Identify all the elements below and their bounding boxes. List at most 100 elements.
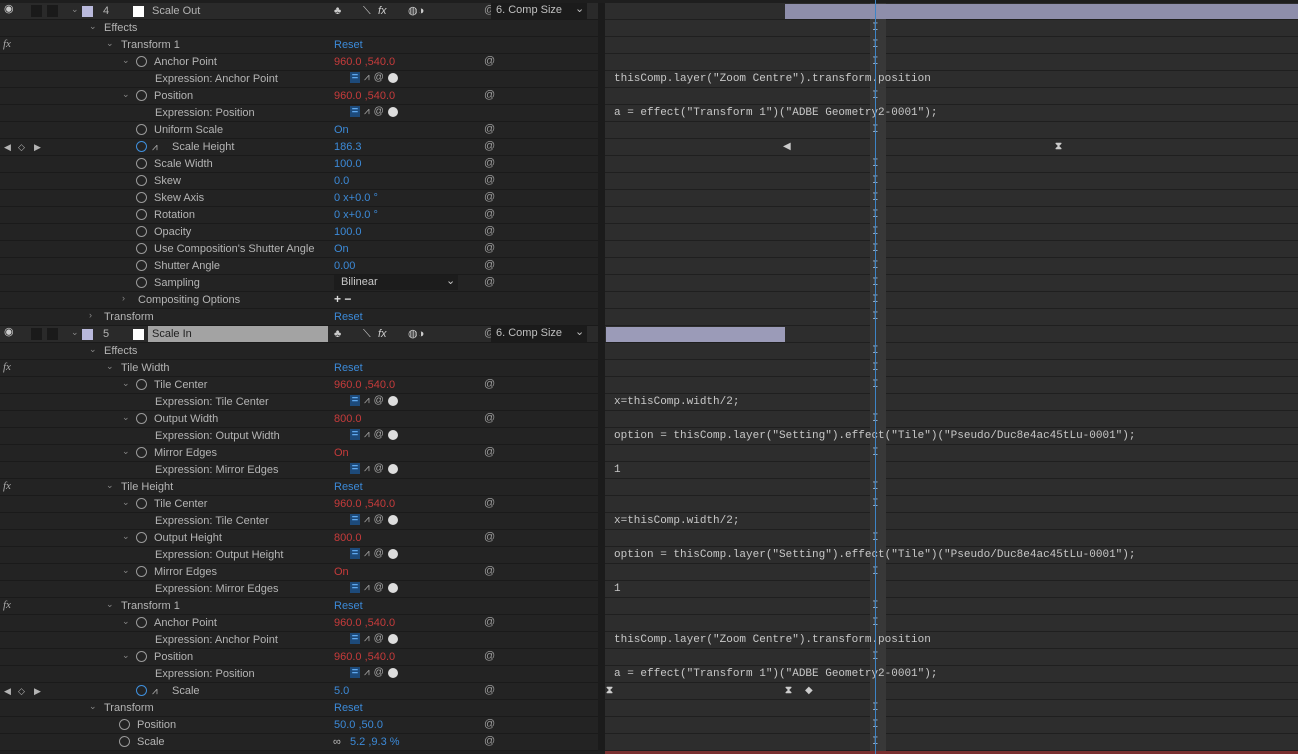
quality-icon[interactable]: ⟍ xyxy=(363,328,371,340)
keyframe-marker[interactable]: ◀ xyxy=(783,141,791,152)
expression-language-menu-icon[interactable] xyxy=(387,667,398,678)
expression-enable-icon[interactable]: = xyxy=(350,581,360,593)
eye-icon[interactable]: ◉ xyxy=(4,326,14,338)
pickwhip-icon[interactable]: @ xyxy=(373,429,384,440)
expression-text[interactable]: a = effect("Transform 1")("ADBE Geometry… xyxy=(614,668,938,680)
chevron-down-icon[interactable]: ⌄ xyxy=(122,446,130,456)
chevron-down-icon[interactable]: ⌄ xyxy=(122,650,130,660)
expression-text[interactable]: option = thisComp.layer("Setting").effec… xyxy=(614,549,1136,561)
expression-enable-icon[interactable]: = xyxy=(350,462,360,474)
expression-text[interactable]: 1 xyxy=(614,583,621,595)
graph-icon[interactable]: ⩘ xyxy=(364,514,370,525)
keyframe-marker[interactable]: ⧗ xyxy=(1055,141,1063,152)
pickwhip-icon[interactable]: @ xyxy=(484,735,496,747)
pickwhip-icon[interactable]: @ xyxy=(484,123,496,135)
next-keyframe-icon[interactable]: ▶ xyxy=(34,142,41,152)
property-value[interactable]: On xyxy=(334,566,349,578)
graph-icon[interactable]: ⩘ xyxy=(364,106,370,117)
graph-icon[interactable]: ⩘ xyxy=(364,72,370,83)
property-value[interactable]: 5.0 xyxy=(334,685,350,697)
stopwatch-icon[interactable] xyxy=(136,209,147,220)
prev-keyframe-icon[interactable]: ◀ xyxy=(4,686,11,696)
shy-icon[interactable]: ♣ xyxy=(334,328,342,340)
pickwhip-icon[interactable]: @ xyxy=(484,225,496,237)
property-value[interactable]: On xyxy=(334,447,349,459)
stopwatch-icon[interactable] xyxy=(136,141,147,152)
expression-text[interactable]: x=thisComp.width/2; xyxy=(614,515,740,527)
stopwatch-icon[interactable] xyxy=(136,617,147,628)
pickwhip-icon[interactable]: @ xyxy=(484,259,496,271)
pickwhip-icon[interactable]: @ xyxy=(484,378,496,390)
pickwhip-icon[interactable]: @ xyxy=(484,157,496,169)
pickwhip-icon[interactable]: @ xyxy=(484,616,496,628)
property-value[interactable]: 800.0 xyxy=(334,413,362,425)
property-value[interactable]: 0 x+0.0 ° xyxy=(334,209,378,221)
property-value[interactable]: 0.00 xyxy=(334,260,356,272)
expression-language-menu-icon[interactable] xyxy=(387,548,398,559)
chevron-down-icon[interactable]: ⌄ xyxy=(89,344,97,354)
layer-duration-bar[interactable] xyxy=(606,327,785,342)
pickwhip-icon[interactable]: @ xyxy=(484,89,496,101)
reset-button[interactable]: Reset xyxy=(334,311,363,323)
solo-box[interactable] xyxy=(31,328,42,340)
property-value[interactable]: 0 x+0.0 ° xyxy=(334,192,378,204)
property-value[interactable]: 960.0 ,540.0 xyxy=(334,651,396,663)
pickwhip-icon[interactable]: @ xyxy=(484,174,496,186)
layer-name[interactable]: Scale In xyxy=(148,326,328,342)
pickwhip-icon[interactable]: @ xyxy=(484,276,496,288)
fx-icon[interactable]: fx xyxy=(3,361,11,373)
property-value[interactable]: On xyxy=(334,124,349,136)
expression-language-menu-icon[interactable] xyxy=(387,72,398,83)
expression-enable-icon[interactable]: = xyxy=(350,513,360,525)
chevron-down-icon[interactable]: ⌄ xyxy=(71,4,79,14)
chevron-down-icon[interactable]: ⌄ xyxy=(89,701,97,711)
chevron-down-icon[interactable]: ⌄ xyxy=(122,497,130,507)
chevron-down-icon[interactable]: ⌄ xyxy=(106,599,114,609)
pickwhip-icon[interactable]: @ xyxy=(484,565,496,577)
stopwatch-icon[interactable] xyxy=(136,90,147,101)
add-keyframe-icon[interactable]: ◇ xyxy=(18,142,25,152)
property-value[interactable]: 960.0 ,540.0 xyxy=(334,617,396,629)
stopwatch-icon[interactable] xyxy=(136,566,147,577)
pickwhip-icon[interactable]: @ xyxy=(484,191,496,203)
reset-button[interactable]: Reset xyxy=(334,702,363,714)
property-value[interactable]: 0.0 xyxy=(334,175,350,187)
chevron-down-icon[interactable]: ⌄ xyxy=(122,412,130,422)
add-remove-buttons[interactable]: + − xyxy=(334,292,352,306)
stopwatch-icon[interactable] xyxy=(136,532,147,543)
expression-language-menu-icon[interactable] xyxy=(387,395,398,406)
stopwatch-icon[interactable] xyxy=(119,719,130,730)
pickwhip-icon[interactable]: @ xyxy=(484,55,496,67)
pickwhip-icon[interactable]: @ xyxy=(373,633,384,644)
pickwhip-icon[interactable]: @ xyxy=(484,497,496,509)
reset-button[interactable]: Reset xyxy=(334,481,363,493)
chevron-down-icon[interactable]: ⌄ xyxy=(106,361,114,371)
fx-switch-icon[interactable]: fx xyxy=(378,328,387,340)
expression-language-menu-icon[interactable] xyxy=(387,106,398,117)
pickwhip-icon[interactable]: @ xyxy=(373,106,384,117)
keyframe-marker[interactable]: ◆ xyxy=(805,685,813,696)
pickwhip-icon[interactable]: @ xyxy=(373,514,384,525)
parent-pickwhip-icon[interactable]: @ xyxy=(484,4,496,16)
chevron-down-icon[interactable]: ⌄ xyxy=(71,327,79,337)
chevron-down-icon[interactable]: ⌄ xyxy=(122,531,130,541)
add-keyframe-icon[interactable]: ◇ xyxy=(18,686,25,696)
property-value[interactable]: 960.0 ,540.0 xyxy=(334,90,396,102)
fx-icon[interactable]: fx xyxy=(3,480,11,492)
graph-icon[interactable]: ⩘ xyxy=(364,463,370,474)
quality-icon[interactable]: ⟍ xyxy=(363,5,371,17)
fx-icon[interactable]: fx xyxy=(3,599,11,611)
pickwhip-icon[interactable]: @ xyxy=(484,531,496,543)
graph-icon[interactable]: ⩘ xyxy=(364,667,370,678)
expression-language-menu-icon[interactable] xyxy=(387,633,398,644)
chevron-down-icon[interactable]: ⌄ xyxy=(122,55,130,65)
graph-icon[interactable]: ⩘ xyxy=(364,582,370,593)
property-value[interactable]: 5.2 ,9.3 % xyxy=(350,736,400,748)
eye-icon[interactable]: ◉ xyxy=(4,3,14,15)
stopwatch-icon[interactable] xyxy=(136,413,147,424)
pickwhip-icon[interactable]: @ xyxy=(484,684,496,696)
expression-enable-icon[interactable]: = xyxy=(350,666,360,678)
pickwhip-icon[interactable]: @ xyxy=(373,72,384,83)
stopwatch-icon[interactable] xyxy=(136,498,147,509)
solo-box[interactable] xyxy=(31,5,42,17)
